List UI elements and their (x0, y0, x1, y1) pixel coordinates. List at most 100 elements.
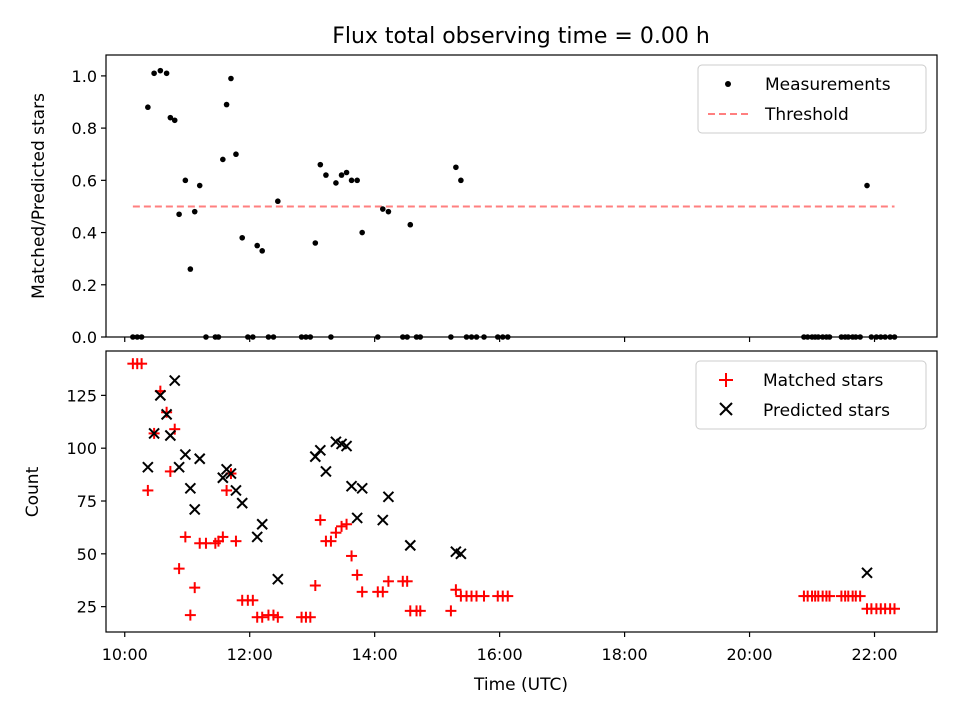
top-panel: 0.0 0.2 0.4 0.6 0.8 1.0 Matched/Predicted sta… (29, 54, 938, 347)
bottom-legend: Matched stars Predicted stars (695, 360, 927, 430)
measurement-point-74 (864, 182, 870, 189)
measurement-point-7 (167, 114, 174, 121)
predicted-point-5 (169, 374, 181, 387)
measurement-point-33 (317, 161, 324, 168)
legend-predicted-label: Predicted stars (763, 401, 890, 421)
matched-point-40 (351, 569, 363, 581)
legend-measurements-label: Measurements (765, 75, 891, 95)
measurement-point-9 (176, 211, 182, 218)
matched-point-28 (272, 611, 284, 623)
matched-point-17 (217, 531, 229, 543)
measurement-point-8 (171, 117, 178, 124)
matched-point-31 (304, 611, 316, 623)
top-legend: Measurements Threshold (697, 64, 927, 134)
predicted-point-30 (404, 539, 416, 552)
matched-point-50 (445, 605, 457, 617)
measurement-point-10 (182, 177, 189, 184)
bottom-y-tick-label-2: 75 (77, 492, 97, 511)
legend-matched-label: Matched stars (763, 371, 883, 391)
top-x-ticks (124, 337, 876, 342)
top-y-tick-label-1: 0.2 (72, 276, 97, 295)
predicted-point-27 (356, 482, 368, 495)
top-y-axis: 0.0 0.2 0.4 0.6 0.8 1.0 (72, 67, 106, 347)
predicted-point-4 (164, 429, 177, 442)
measurement-point-44 (385, 208, 392, 215)
bottom-y-tick-label-0: 25 (77, 598, 97, 617)
matched-point-32 (309, 580, 321, 592)
matched-point-73 (854, 590, 866, 602)
measurement-point-37 (338, 172, 345, 178)
x-tick-label-6: 22:00 (851, 645, 897, 664)
measurement-point-40 (354, 177, 360, 184)
measurement-point-52 (458, 177, 464, 184)
measurement-point-13 (196, 182, 203, 189)
legend-threshold-label: Threshold (764, 105, 849, 125)
measurement-point-5 (157, 67, 164, 74)
matched-point-37 (336, 520, 348, 532)
top-plot-area (130, 67, 898, 340)
predicted-point-7 (179, 448, 192, 461)
predicted-point-10 (194, 453, 206, 465)
x-tick-label-4: 18:00 (602, 645, 648, 664)
predicted-point-28 (377, 514, 389, 526)
matched-point-11 (184, 609, 196, 621)
predicted-point-9 (189, 503, 201, 516)
predicted-point-25 (345, 480, 358, 492)
x-tick-label-2: 14:00 (352, 645, 398, 664)
matched-point-59 (502, 590, 514, 602)
matched-point-36 (330, 527, 342, 539)
x-tick-label-0: 10:00 (102, 645, 148, 664)
matched-point-39 (346, 550, 358, 562)
bottom-y-tick-label-4: 125 (66, 386, 97, 405)
legend-measurements-marker (725, 81, 731, 87)
matched-point-3 (142, 484, 154, 496)
x-axis-label: Time (UTC) (473, 675, 568, 695)
matched-point-18 (221, 484, 233, 496)
predicted-point-6 (173, 461, 185, 473)
measurement-point-39 (348, 177, 355, 184)
bottom-y-axis-label: Count (23, 466, 43, 517)
top-y-tick-label-2: 0.4 (72, 224, 97, 243)
top-y-tick-label-4: 0.8 (72, 119, 97, 138)
top-y-tick-label-5: 1.0 (72, 67, 97, 86)
measurement-point-3 (145, 104, 151, 111)
bottom-plot-area (127, 358, 901, 623)
x-tick-label-5: 20:00 (727, 645, 773, 664)
predicted-point-32 (455, 548, 467, 560)
measurement-point-38 (343, 169, 350, 176)
predicted-point-8 (184, 482, 197, 495)
predicted-point-3 (160, 408, 173, 421)
predicted-point-16 (251, 531, 263, 543)
matched-point-12 (189, 582, 201, 594)
measurement-point-28 (275, 198, 281, 205)
measurement-point-12 (191, 208, 198, 215)
predicted-point-24 (340, 440, 353, 452)
predicted-point-14 (230, 484, 242, 497)
measurement-point-34 (323, 172, 329, 178)
top-y-tick-label-3: 0.6 (72, 171, 97, 190)
bottom-y-tick-label-3: 100 (66, 439, 97, 458)
predicted-point-20 (314, 444, 327, 457)
matched-point-10 (179, 531, 191, 543)
matched-point-49 (414, 605, 426, 617)
matched-point-20 (230, 535, 242, 547)
bottom-legend-box (695, 360, 927, 430)
bottom-y-tick-label-1: 50 (77, 545, 97, 564)
measurement-point-47 (407, 221, 414, 228)
matched-point-23 (247, 594, 259, 606)
bottom-y-axis: 25 50 75 100 125 (66, 386, 106, 617)
predicted-point-0 (142, 461, 154, 473)
matched-point-46 (401, 575, 413, 587)
predicted-point-18 (272, 573, 284, 585)
bottom-x-axis: 10:00 12:00 14:00 16:00 18:00 20:00 22:00 (102, 632, 898, 664)
bottom-panel: 25 50 75 100 125 10:00 12:00 14:00 16:00 18:00 20… (23, 350, 938, 695)
chart-title: Flux total observing time = 0.00 h (332, 24, 710, 49)
matched-point-14 (200, 537, 212, 549)
measurement-point-51 (453, 164, 459, 171)
matched-point-8 (169, 423, 181, 435)
matched-point-33 (314, 514, 326, 526)
matched-point-44 (382, 575, 394, 587)
x-tick-label-3: 16:00 (477, 645, 523, 664)
legend-predicted-marker (719, 402, 733, 416)
